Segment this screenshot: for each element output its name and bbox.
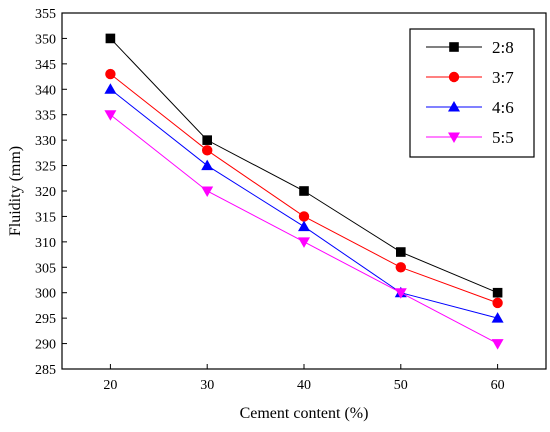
x-tick-label: 50 — [394, 378, 408, 393]
legend-label: 5:5 — [492, 128, 514, 147]
legend: 2:8 3:7 4:6 5:5 — [409, 28, 535, 158]
legend-label: 3:7 — [492, 68, 514, 87]
legend-label: 4:6 — [492, 98, 514, 117]
y-tick-label: 285 — [35, 363, 56, 378]
y-tick-label: 345 — [35, 58, 56, 73]
legend-item: 4:6 — [426, 98, 514, 117]
y-axis: 285 290 295 300 305 310 315 320 325 330 335 340 345 3… — [35, 7, 67, 378]
y-tick-label: 290 — [35, 338, 56, 353]
y-tick-label: 350 — [35, 32, 56, 47]
y-tick-label: 305 — [35, 261, 56, 276]
y-tick-label: 335 — [35, 109, 56, 124]
y-axis-title: Fluidity (mm) — [7, 146, 24, 236]
x-axis-title: Cement content (%) — [240, 405, 369, 422]
series-1 — [105, 33, 503, 298]
legend-item: 3:7 — [426, 68, 514, 87]
data-point — [491, 312, 504, 323]
data-point — [492, 287, 503, 298]
x-tick-label: 40 — [297, 378, 311, 393]
y-tick-label: 320 — [35, 185, 56, 200]
x-tick-label: 20 — [103, 378, 117, 393]
data-point — [396, 247, 406, 257]
plot-content — [104, 33, 504, 350]
data-point — [395, 262, 406, 273]
data-point — [491, 339, 504, 350]
legend-item: 5:5 — [426, 128, 514, 147]
series-2 — [105, 68, 503, 309]
data-point — [104, 83, 117, 94]
data-point — [202, 145, 213, 156]
y-tick-label: 325 — [35, 160, 56, 175]
x-axis: 20 30 40 50 60 — [103, 364, 505, 393]
legend-marker — [448, 71, 460, 83]
series-3 — [104, 83, 504, 323]
data-point — [298, 220, 310, 232]
legend-box — [409, 28, 535, 158]
data-point — [394, 288, 407, 299]
y-tick-label: 315 — [35, 210, 56, 225]
legend-item: 2:8 — [426, 38, 514, 57]
legend-marker — [448, 132, 460, 143]
legend-marker — [448, 101, 460, 112]
data-point — [202, 135, 212, 145]
data-point — [492, 297, 503, 309]
data-point — [298, 211, 310, 222]
y-tick-label: 295 — [35, 312, 56, 327]
y-tick-label: 300 — [35, 287, 56, 302]
series-4 — [104, 110, 504, 350]
legend-label: 2:8 — [492, 38, 514, 57]
y-tick-label: 330 — [35, 134, 56, 149]
y-tick-label: 355 — [35, 7, 56, 22]
data-point — [201, 186, 214, 197]
data-point — [298, 237, 310, 248]
data-point — [105, 33, 116, 44]
x-tick-label: 30 — [200, 378, 214, 393]
data-point — [104, 110, 117, 121]
legend-marker — [449, 42, 459, 52]
x-tick-label: 60 — [491, 378, 505, 393]
data-point — [299, 186, 309, 196]
y-tick-label: 310 — [35, 236, 56, 251]
data-point — [105, 68, 116, 80]
data-point — [201, 159, 214, 171]
y-tick-label: 340 — [35, 83, 56, 98]
